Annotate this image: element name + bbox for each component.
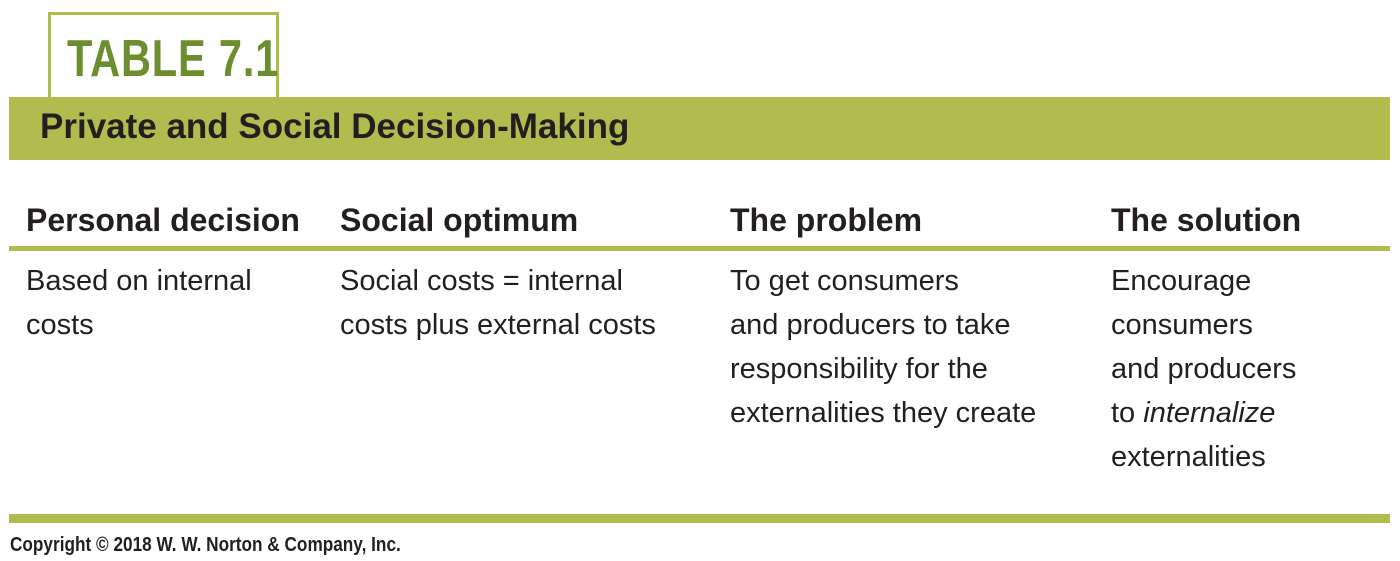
cell-line: Encourage [1111, 265, 1252, 297]
column-header-the-solution: The solution [1111, 202, 1302, 238]
table-cell-social-optimum: Social costs = internal costs plus exter… [340, 259, 656, 347]
cell-line: to internalize [1111, 391, 1296, 435]
cell-line: externalities [1111, 441, 1266, 473]
cell-line: To get consumers [730, 265, 959, 297]
cell-line: and producers [1111, 353, 1297, 385]
cell-text: to [1111, 397, 1144, 429]
column-header-social-optimum: Social optimum [340, 202, 579, 238]
cell-line: and producers to take [730, 309, 1011, 341]
table-cell-personal-decision: Based on internal costs [26, 259, 252, 347]
cell-line: Social costs = internal [340, 265, 623, 297]
copyright-notice: Copyright © 2018 W. W. Norton & Company,… [10, 534, 401, 556]
table-number: TABLE 7.1 [67, 30, 280, 88]
table-cell-the-solution: Encourage consumers and producers to int… [1111, 259, 1296, 479]
column-header-personal-decision: Personal decision [26, 202, 300, 238]
column-header-the-problem: The problem [730, 202, 923, 238]
cell-line: externalities they create [730, 397, 1037, 429]
table-number-tab: TABLE 7.1 [48, 12, 279, 100]
cell-line: consumers [1111, 309, 1253, 341]
emphasized-term: internalize [1143, 397, 1276, 429]
title-band: Private and Social Decision-Making [9, 97, 1390, 160]
cell-line: Based on internal [26, 265, 252, 297]
cell-line: costs plus external costs [340, 309, 656, 341]
cell-line: responsibility for the [730, 353, 988, 385]
cell-line: costs [26, 309, 94, 341]
bottom-divider [9, 514, 1390, 523]
header-divider [9, 246, 1390, 251]
table-cell-the-problem: To get consumers and producers to take r… [730, 259, 1036, 435]
table-title: Private and Social Decision-Making [40, 107, 630, 146]
